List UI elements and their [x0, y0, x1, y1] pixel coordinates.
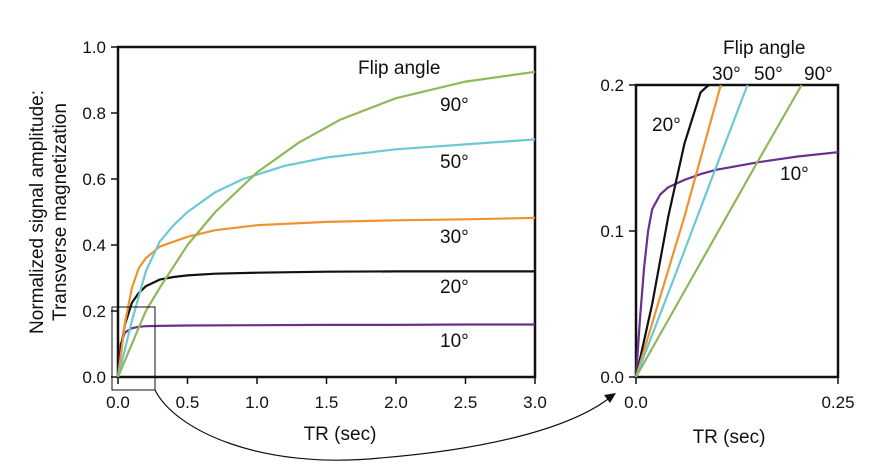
inset-series-labels: 10° 20° 30° 50° 90°: [652, 64, 833, 185]
main-x-tick-label: 0.5: [176, 393, 200, 412]
inset-series-line: [634, 84, 749, 378]
main-x-tick-label: 1.0: [245, 393, 269, 412]
inset-series-line: [634, 84, 710, 378]
inset-series-line: [634, 84, 722, 378]
main-y-axis-title-line1: Normalized signal amplitude:: [27, 90, 48, 334]
main-y-tick-label: 0.0: [82, 368, 106, 387]
main-x-tick-label: 1.5: [315, 393, 339, 412]
main-y-axis-title-line2: Transverse magnetization: [50, 103, 71, 321]
main-series-line: [116, 270, 535, 378]
inset-series-line: [634, 151, 839, 378]
main-x-tick-label: 2.5: [454, 393, 478, 412]
inset-series-label: 90°: [804, 64, 833, 85]
inset-series-line: [635, 84, 803, 378]
inset-legend-title: Flip angle: [723, 38, 805, 59]
inset-series-label: 50°: [754, 64, 783, 85]
inset-y-tick-label: 0.0: [600, 368, 624, 387]
zoom-arrow-curve: [154, 389, 613, 461]
inset-y-tick-label: 0.1: [600, 222, 624, 241]
main-x-tick-label: 2.0: [384, 393, 408, 412]
main-series-label: 30°: [440, 227, 469, 248]
main-x-tick-label: 3.0: [523, 393, 547, 412]
main-y-tick-label: 0.8: [82, 104, 106, 123]
main-y-tick-label: 0.2: [82, 302, 106, 321]
main-series-label: 20°: [440, 277, 469, 298]
inset-x-ticks: 0.0 0.25: [624, 377, 855, 412]
main-series: [116, 70, 536, 378]
main-series-line: [116, 70, 536, 378]
inset-chart: 0.0 0.25 0.0 0.1 0.2 10° 20° 30° 50° 90° Flip a…: [600, 38, 854, 448]
main-series-labels: 10° 20° 30° 50° 90°: [440, 95, 469, 352]
inset-series: [634, 84, 839, 378]
main-series-line: [116, 138, 536, 378]
inset-y-tick-label: 0.2: [600, 76, 624, 95]
main-series-line: [116, 216, 536, 378]
main-y-tick-label: 0.4: [82, 236, 106, 255]
main-series-label: 50°: [440, 152, 469, 173]
zoom-connector: [154, 389, 616, 461]
main-series-line: [116, 323, 535, 378]
inset-series-label: 10°: [780, 164, 809, 185]
main-x-tick-label: 0.0: [106, 393, 130, 412]
inset-series-label: 30°: [712, 64, 741, 85]
main-legend-title: Flip angle: [358, 58, 440, 79]
inset-x-axis-title: TR (sec): [693, 427, 766, 448]
inset-x-tick-label: 0.25: [821, 393, 854, 412]
main-chart: 0.0 0.5 1.0 1.5 2.0 2.5 3.0 0.0 0.2 0.4 0.6 0.8 1.0…: [27, 38, 547, 445]
main-series-label: 10°: [440, 331, 469, 352]
main-series-label: 90°: [440, 95, 469, 116]
inset-series-label: 20°: [652, 115, 681, 136]
main-x-axis-title: TR (sec): [304, 424, 377, 445]
main-plot-frame: [116, 45, 537, 379]
main-x-ticks: 0.0 0.5 1.0 1.5 2.0 2.5 3.0: [106, 377, 547, 412]
zoom-region-box: [111, 306, 156, 391]
main-y-tick-label: 1.0: [82, 38, 106, 57]
inset-y-ticks: 0.0 0.1 0.2: [600, 76, 636, 387]
inset-x-tick-label: 0.0: [624, 393, 648, 412]
main-y-ticks: 0.0 0.2 0.4 0.6 0.8 1.0: [82, 38, 118, 387]
zoom-arrow-head: [604, 393, 616, 403]
main-y-tick-label: 0.6: [82, 170, 106, 189]
